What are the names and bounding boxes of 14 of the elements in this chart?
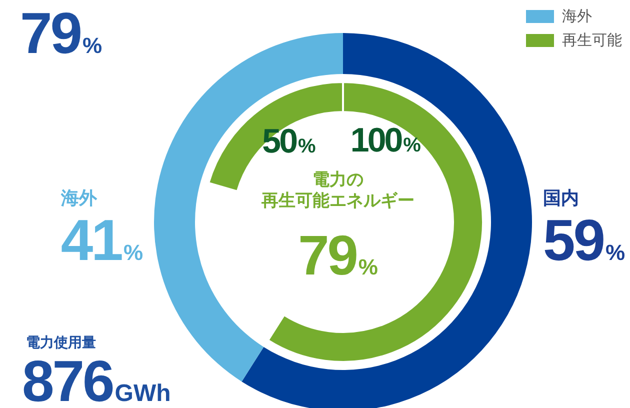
- slice-label: 海外: [60, 188, 98, 209]
- text: 50%: [262, 122, 316, 160]
- slice-label: 国内: [543, 188, 580, 209]
- text: 電力の: [312, 170, 364, 192]
- text: 電力使用量: [26, 334, 96, 352]
- text: 100%: [350, 121, 421, 160]
- text: 再生可能エネルギー: [260, 191, 416, 212]
- text: 79%: [20, 1, 102, 66]
- data-label: 59%: [543, 208, 626, 273]
- data-label: 41%: [60, 208, 143, 273]
- legend-label: 海外: [562, 6, 592, 26]
- text: 79%: [298, 224, 378, 286]
- text: 876GWh: [22, 349, 171, 408]
- legend-label: 再生可能: [562, 30, 622, 50]
